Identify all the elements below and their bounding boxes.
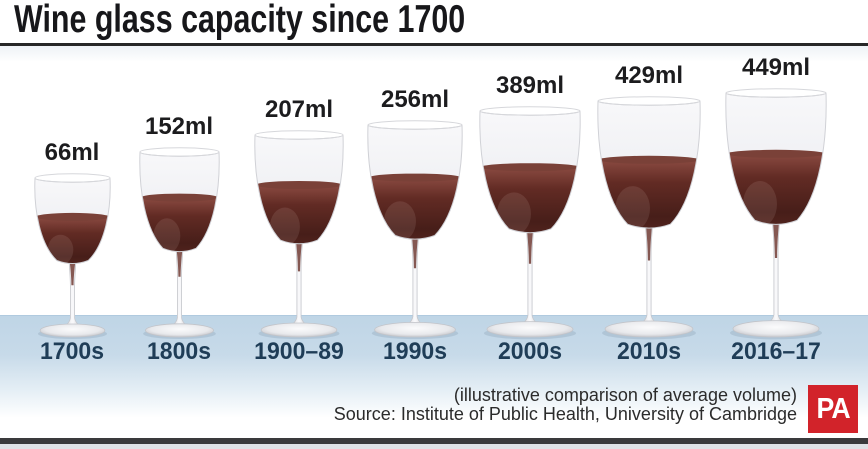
caption-source: Source: Institute of Public Health, Univ…: [333, 404, 797, 424]
category-label: 1700s: [39, 338, 105, 365]
category-label: 1990s: [382, 338, 448, 365]
wine-glass-icon: [479, 106, 581, 340]
category-label: 2000s: [497, 338, 563, 365]
value-label: 152ml: [144, 113, 214, 140]
wine-glass-icon: [367, 120, 463, 340]
wine-glass-icon: [33, 173, 111, 339]
pa-logo-text: PA: [816, 392, 850, 425]
category-label: 1800s: [146, 338, 212, 365]
bottom-strip: [0, 444, 868, 449]
chart-title: Wine glass capacity since 1700: [14, 0, 466, 41]
wine-glass-icon: [725, 88, 827, 340]
caption-note: (illustrative comparison of average volu…: [453, 385, 797, 405]
title-shade: [0, 46, 868, 62]
category-label: 2016–17: [731, 338, 821, 365]
caption-block: (illustrative comparison of average volu…: [334, 386, 797, 424]
pa-logo: PA: [808, 385, 858, 433]
category-label: 1900–89: [254, 338, 344, 365]
value-label: 449ml: [741, 54, 811, 81]
category-label: 2010s: [616, 338, 682, 365]
value-label: 66ml: [44, 139, 100, 166]
value-label: 429ml: [614, 62, 684, 89]
value-label: 389ml: [495, 72, 565, 99]
value-label: 207ml: [264, 96, 334, 123]
bottom-rule: [0, 438, 868, 444]
wine-glass-icon: [597, 96, 701, 340]
title-rule: [0, 43, 868, 46]
wine-glass-icon: [254, 130, 344, 340]
wine-glass-icon: [138, 147, 220, 339]
value-label: 256ml: [380, 86, 450, 113]
